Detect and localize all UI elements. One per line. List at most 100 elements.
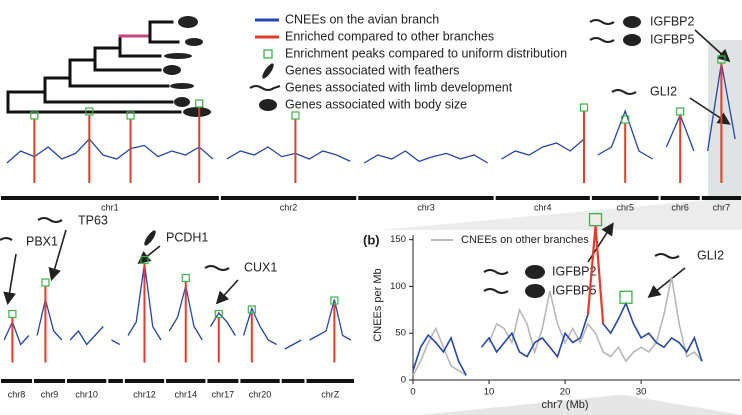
limb-icon <box>654 253 680 259</box>
chromosome-label: chr12 <box>133 389 156 399</box>
chromosome-bar <box>358 196 494 200</box>
legend-label: Enriched compared to other branches <box>285 29 494 43</box>
chromosome-bar <box>306 379 354 383</box>
gene-label: CUX1 <box>244 260 277 274</box>
x-tick-label: 0 <box>410 387 415 398</box>
density-line <box>111 339 121 346</box>
chromosome-label: chr7 <box>713 202 731 212</box>
enrichment-peak <box>181 273 190 283</box>
chromosome-bar <box>220 196 357 200</box>
legend-label: Genes associated with limb development <box>285 80 513 94</box>
gene-label: PBX1 <box>26 234 58 248</box>
chromosome-bar <box>67 379 107 383</box>
series-line <box>412 225 703 376</box>
limb-icon <box>0 237 13 241</box>
chromosome-label: chr14 <box>174 389 197 399</box>
chromosome-label: chr9 <box>41 389 59 399</box>
chromosome-bar <box>281 379 305 383</box>
y-tick-label: 150 <box>390 234 406 245</box>
body-icon <box>623 16 641 28</box>
gene-label: GLI2 <box>697 248 724 262</box>
body-icon <box>623 34 641 46</box>
enrichment-peak <box>621 115 630 124</box>
limb-icon <box>483 269 509 275</box>
density-line <box>209 311 236 336</box>
arrow <box>647 267 686 298</box>
limb-icon <box>249 85 281 91</box>
chromosome-label: chrZ <box>321 389 340 399</box>
limb-icon <box>589 19 615 25</box>
y-tick-label: 100 <box>390 281 406 292</box>
phylogeny <box>6 16 211 117</box>
enrichment-peak <box>247 305 256 314</box>
gene-label: IGFBP5 <box>650 32 695 46</box>
arrow <box>694 29 731 63</box>
zoom-wedge <box>420 395 742 415</box>
chromosome-bar <box>166 379 206 383</box>
chromosome-bar <box>108 379 123 383</box>
legend-swatch <box>263 49 273 59</box>
gene-label: IGFBP2 <box>650 14 695 28</box>
density-line <box>501 138 585 160</box>
enrichment-peak <box>330 296 339 305</box>
legend-label: Enrichment peaks compared to uniform dis… <box>285 46 567 60</box>
legend-label: Genes associated with feathers <box>285 63 459 77</box>
body-icon <box>525 265 545 279</box>
body-icon <box>259 99 277 111</box>
density-line <box>6 138 214 164</box>
enrichment-peak <box>291 111 300 120</box>
limb-icon <box>483 288 509 294</box>
enrichment-peak <box>676 107 685 116</box>
gene-label: TP63 <box>78 213 108 227</box>
enrichment-peak <box>588 212 603 227</box>
chromosome-bar <box>207 379 239 383</box>
chromosome-bar <box>495 196 590 200</box>
density-line <box>69 326 104 346</box>
legend-label: CNEEs on other branches <box>461 234 589 246</box>
gene-label: PCDH1 <box>166 230 208 244</box>
enrichment-peak <box>8 309 17 319</box>
x-axis-label: chr7 (Mb) <box>541 399 588 411</box>
legend-label: Genes associated with body size <box>285 97 467 111</box>
x-tick-label: 30 <box>636 387 647 398</box>
enrichment-peak <box>140 255 149 265</box>
feather-icon <box>262 63 274 79</box>
enrichment-peak <box>619 290 633 304</box>
chromosome-label: chr8 <box>8 389 26 399</box>
y-axis-label: CNEEs per Mb <box>372 268 384 341</box>
x-tick-label: 20 <box>560 387 571 398</box>
chromosome-bar <box>1 196 219 200</box>
enrichment-peak <box>214 309 223 319</box>
enrichment-peak <box>41 278 50 287</box>
y-tick-label: 50 <box>395 328 406 339</box>
gene-label: IGFBP2 <box>552 264 597 278</box>
arrow <box>137 245 161 264</box>
density-line <box>309 299 352 341</box>
limb-icon <box>611 89 637 95</box>
chromosome-label: chr3 <box>417 202 435 212</box>
chromosome-bar <box>660 196 700 200</box>
enrichment-peak <box>85 107 94 116</box>
chromosome-label: chr17 <box>212 389 235 399</box>
enrichment-peak <box>30 111 39 120</box>
limb-icon <box>589 37 615 43</box>
density-line <box>3 320 30 346</box>
arrow <box>3 253 17 306</box>
gene-label: GLI2 <box>650 84 677 98</box>
limb-icon <box>204 265 230 271</box>
gene-label: IGFBP5 <box>552 283 597 297</box>
arrow <box>48 229 67 282</box>
chromosome-bar <box>124 379 165 383</box>
chromosome-bar <box>1 379 33 383</box>
enrichment-peak <box>126 111 135 120</box>
body-icon <box>525 284 545 298</box>
chromosome-label: chr4 <box>534 202 552 212</box>
chromosome-bar <box>701 196 741 200</box>
series-line <box>412 276 703 377</box>
chromosome-label: chr6 <box>671 202 689 212</box>
chromosome-bar <box>34 379 66 383</box>
zoom-wedge <box>380 200 742 230</box>
chromosome-label: chr2 <box>280 202 298 212</box>
